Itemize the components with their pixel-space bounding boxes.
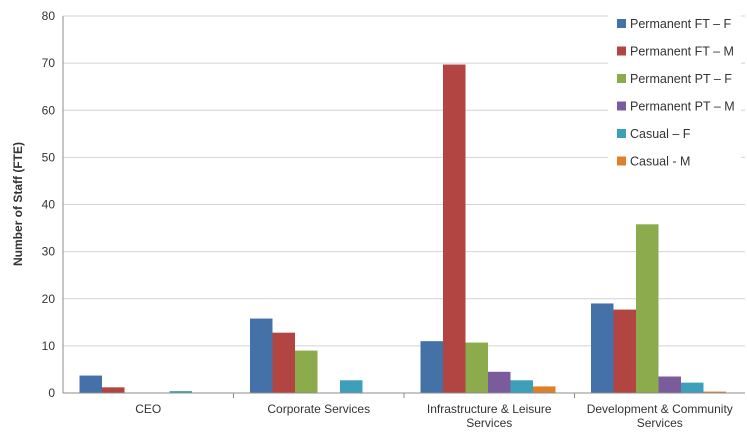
y-tick-label: 20 [42,292,56,306]
bars [79,64,726,393]
legend-swatch [617,101,626,111]
x-category-label-line: Services [637,416,683,430]
legend-entry-label: Permanent FT – F [630,17,732,31]
gridlines [63,15,745,347]
y-tick-label: 0 [48,386,55,400]
x-category-label-line: CEO [135,402,161,416]
bar [591,303,614,393]
x-category-label: Development & Community Services [587,402,733,430]
y-tick-label: 10 [42,339,56,353]
y-tick-label: 60 [42,103,56,117]
x-category-label: Infrastructure & Leisure Services [427,402,552,430]
bar [510,380,533,393]
legend-swatch [617,74,626,83]
legend-entry-label: Casual – F [630,127,691,141]
bar [169,391,192,393]
bar [636,224,659,393]
legend-entry-label: Permanent PT – M [630,100,735,114]
bar [703,391,726,393]
bar [272,332,295,393]
y-axis-tick-labels: 0 10 20 30 40 50 60 70 80 [42,9,56,400]
legend-swatch [617,19,626,28]
bar [613,309,636,393]
y-tick-label: 80 [42,9,56,23]
axes [62,16,745,398]
y-tick-label: 30 [42,245,56,259]
x-category-label-line: Corporate Services [267,402,370,416]
x-category-label-line: Development & Community [587,402,733,416]
x-category-label: CEO [135,402,161,416]
legend-entry-label: Permanent FT – M [630,45,734,59]
bar [443,64,466,393]
legend-entry-label: Permanent PT – F [630,72,732,86]
y-tick-label: 70 [42,56,56,70]
y-axis-label: Number of Staff (FTE) [11,142,25,266]
y-tick-label: 50 [42,150,56,164]
y-tick-label: 40 [42,198,56,212]
x-category-label-line: Services [466,416,512,430]
x-category-label-line: Infrastructure & Leisure [427,402,552,416]
bar [79,375,102,393]
bar [488,371,511,393]
bar [533,386,556,393]
bar [658,376,681,393]
legend-entry-label: Casual - M [630,155,690,169]
bar [295,350,318,393]
bar [340,380,363,393]
bar [465,342,488,393]
bar [681,382,704,393]
legend: Permanent FT – F Permanent FT – M Permanen… [608,8,741,178]
legend-swatch [617,46,626,56]
x-category-label: Corporate Services [267,402,370,416]
bar [102,387,125,393]
bar [420,341,443,393]
x-axis-category-labels: CEO Corporate Services Infrastructure & Le… [135,402,733,430]
legend-box [608,8,741,178]
legend-swatch [617,129,626,138]
bar [250,318,273,393]
legend-swatch [617,156,626,166]
